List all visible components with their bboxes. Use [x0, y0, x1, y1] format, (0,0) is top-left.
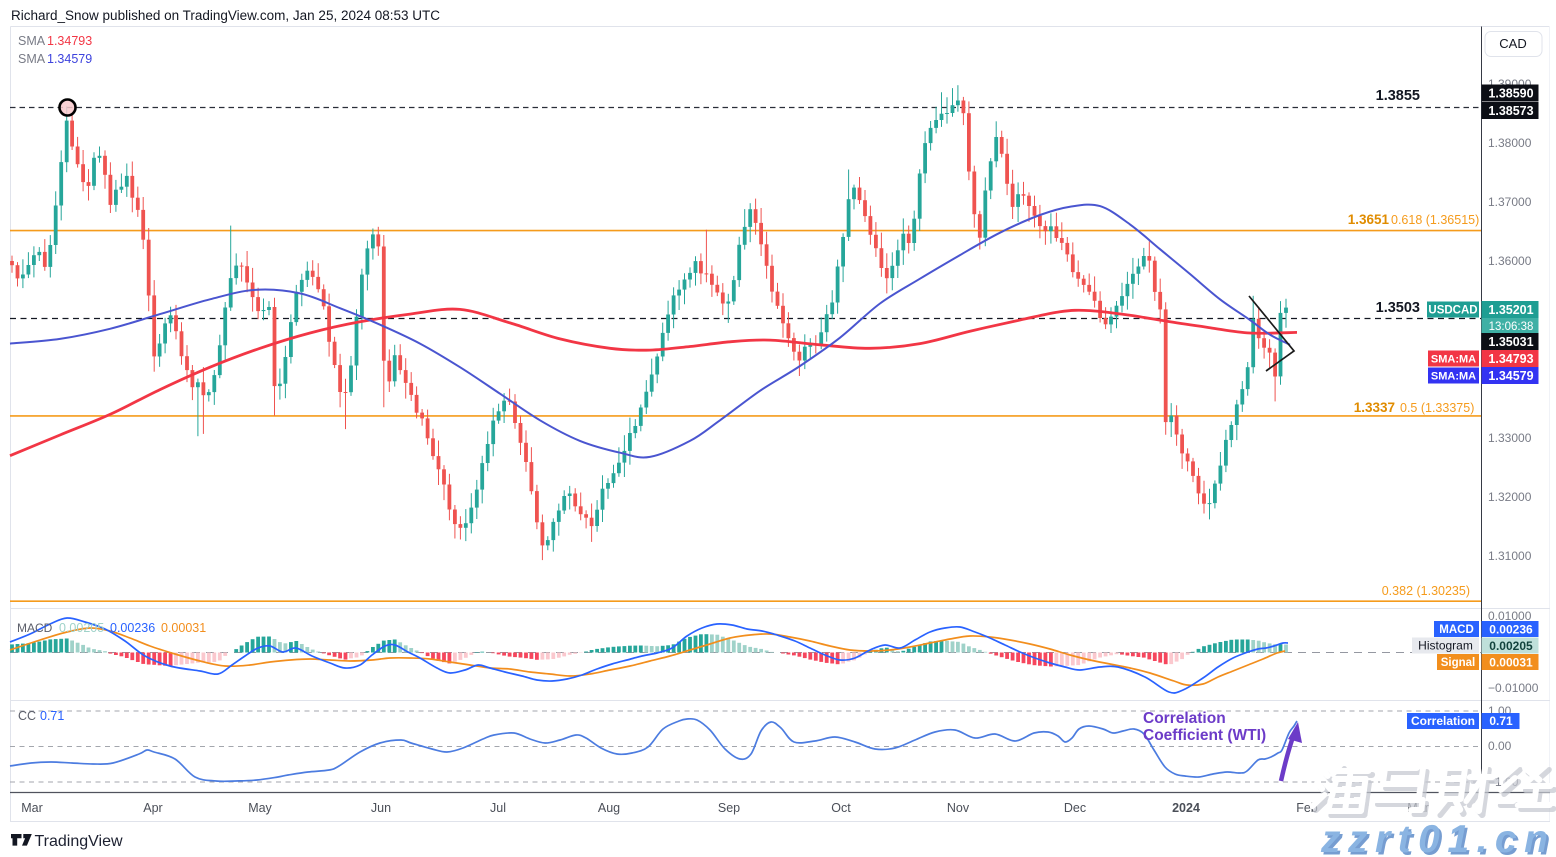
svg-text:Mar: Mar: [21, 801, 43, 815]
svg-text:0.382 (1.30235): 0.382 (1.30235): [1382, 584, 1470, 598]
svg-text:13:06:38: 13:06:38: [1489, 321, 1534, 333]
svg-text:1.35031: 1.35031: [1488, 335, 1533, 349]
svg-text:1.34579: 1.34579: [47, 52, 92, 66]
svg-text:0.00205: 0.00205: [59, 621, 104, 635]
svg-text:0.00031: 0.00031: [161, 621, 206, 635]
svg-text:SMA:MA: SMA:MA: [1431, 354, 1476, 366]
svg-text:USDCAD: USDCAD: [1428, 305, 1477, 317]
svg-text:0.00236: 0.00236: [1489, 623, 1533, 637]
svg-text:Correlation: Correlation: [1143, 710, 1226, 727]
svg-text:−0.01000: −0.01000: [1488, 681, 1539, 695]
svg-text:Aug: Aug: [598, 801, 620, 815]
svg-text:Histogram: Histogram: [1418, 639, 1473, 653]
svg-text:1.3855: 1.3855: [1376, 88, 1420, 104]
svg-text:0.5 (1.33375): 0.5 (1.33375): [1400, 401, 1474, 415]
svg-text:CAD: CAD: [1499, 36, 1526, 51]
svg-text:May: May: [248, 801, 272, 815]
svg-text:0.618 (1.36515): 0.618 (1.36515): [1391, 213, 1479, 227]
svg-text:0.00236: 0.00236: [110, 621, 155, 635]
svg-text:Apr: Apr: [143, 801, 162, 815]
svg-text:1.31000: 1.31000: [1488, 549, 1532, 563]
svg-text:SMA: SMA: [18, 34, 46, 48]
svg-text:Correlation: Correlation: [1411, 714, 1475, 728]
svg-text:zzrt01.cn: zzrt01.cn: [1320, 818, 1555, 857]
svg-text:Dec: Dec: [1064, 801, 1086, 815]
svg-text:1.34579: 1.34579: [1488, 369, 1533, 383]
svg-text:Jun: Jun: [371, 801, 391, 815]
svg-text:1.37000: 1.37000: [1488, 195, 1532, 209]
svg-text:1.33000: 1.33000: [1488, 431, 1532, 445]
svg-text:Signal: Signal: [1441, 657, 1476, 669]
svg-text:Nov: Nov: [947, 801, 970, 815]
svg-text:0.71: 0.71: [1489, 714, 1513, 728]
svg-text:0.00: 0.00: [1488, 739, 1512, 753]
svg-text:1.38000: 1.38000: [1488, 136, 1532, 150]
svg-text:0.71: 0.71: [40, 709, 64, 723]
svg-text:0.00205: 0.00205: [1489, 639, 1533, 653]
svg-text:0.00031: 0.00031: [1489, 656, 1533, 670]
svg-text:SMA: SMA: [18, 52, 46, 66]
svg-text:1.38573: 1.38573: [1488, 104, 1533, 118]
svg-text:1.32000: 1.32000: [1488, 490, 1532, 504]
svg-text:TradingView: TradingView: [35, 833, 123, 850]
svg-text:1.38590: 1.38590: [1488, 87, 1533, 101]
svg-text:2024: 2024: [1172, 801, 1200, 815]
svg-text:1.34793: 1.34793: [47, 34, 92, 48]
svg-text:SMA:MA: SMA:MA: [1431, 371, 1476, 383]
svg-text:MACD: MACD: [1439, 624, 1474, 636]
svg-text:Jul: Jul: [490, 801, 506, 815]
svg-text:Sep: Sep: [718, 801, 740, 815]
svg-text:1.3337: 1.3337: [1354, 400, 1395, 415]
svg-text:Coefficient (WTI): Coefficient (WTI): [1143, 727, 1266, 744]
svg-text:CC: CC: [18, 709, 36, 723]
svg-text:MACD: MACD: [17, 621, 53, 635]
svg-text:zzrt01.cn: zzrt01.cn: [1323, 821, 1556, 857]
svg-text:1.3503: 1.3503: [1376, 300, 1420, 316]
svg-text:0.01000: 0.01000: [1488, 609, 1532, 623]
svg-text:Richard_Snow published on Trad: Richard_Snow published on TradingView.co…: [11, 8, 440, 23]
svg-text:1.35201: 1.35201: [1488, 303, 1533, 317]
svg-text:Oct: Oct: [831, 801, 851, 815]
svg-text:1.3651: 1.3651: [1348, 212, 1390, 227]
svg-text:1.34793: 1.34793: [1488, 352, 1533, 366]
svg-text:1.36000: 1.36000: [1488, 254, 1532, 268]
